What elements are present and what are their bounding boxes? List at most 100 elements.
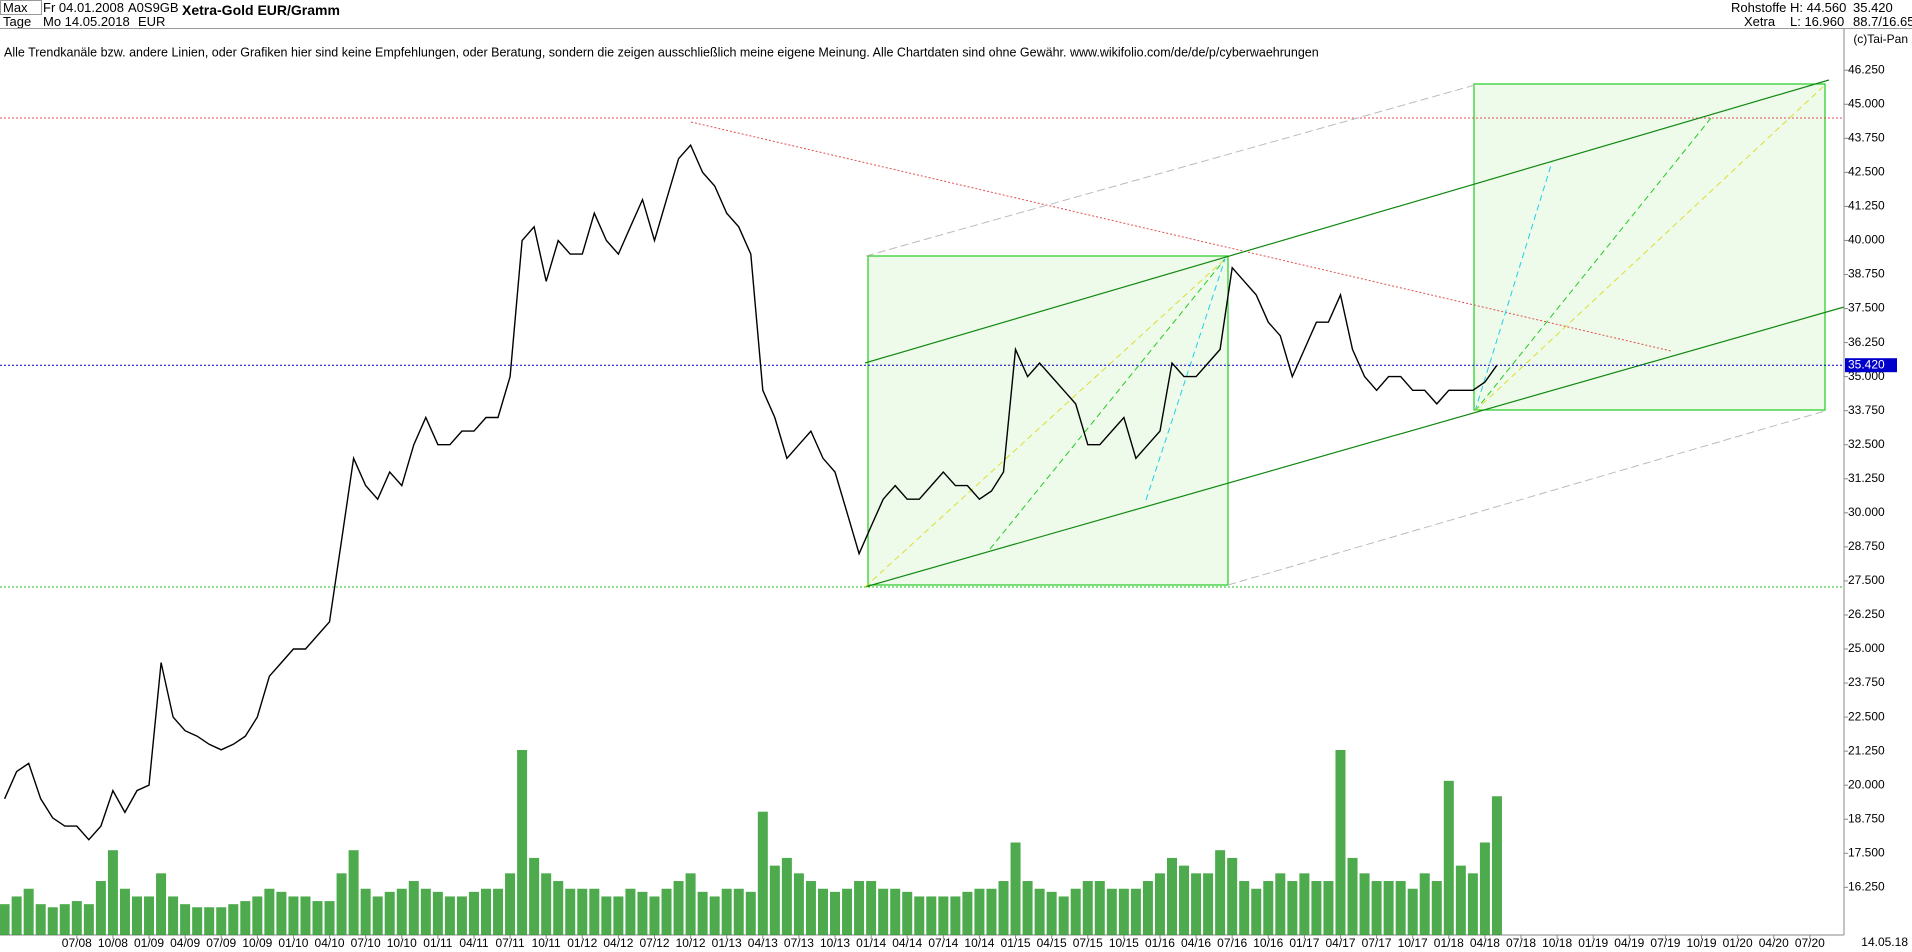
x-tick-label: 04/17 (1325, 936, 1355, 950)
volume-bar (71, 901, 82, 935)
volume-bar (1215, 850, 1226, 935)
last-price-box (1845, 358, 1897, 373)
volume-bar (336, 873, 347, 935)
y-tick-label: 25.000 (1848, 641, 1885, 655)
volume-bar (228, 904, 239, 935)
volume-bar (180, 904, 191, 935)
volume-bar (817, 888, 828, 935)
channel-line (864, 306, 1845, 588)
volume-bar (1154, 873, 1165, 935)
range[interactable]: Max (3, 0, 28, 15)
volume-bar (1094, 881, 1105, 935)
x-tick-label: 01/15 (1001, 936, 1031, 950)
volume-bar (745, 891, 756, 935)
volume-bar (1275, 873, 1286, 935)
volume-bar (1106, 888, 1117, 935)
volume-bar (553, 881, 564, 935)
volume-bar (902, 891, 913, 935)
volume-bar (1070, 888, 1081, 935)
y-tick-label: 26.250 (1848, 607, 1885, 621)
range-select[interactable] (0, 0, 42, 15)
ratio: 88.7/16.65 (1853, 14, 1912, 29)
x-tick-label: 07/20 (1795, 936, 1825, 950)
x-tick-label: 01/13 (712, 936, 742, 950)
volume-bar (781, 857, 792, 935)
volume-bar (324, 901, 335, 935)
volume-bar (481, 888, 491, 935)
y-tick-label: 46.250 (1848, 62, 1885, 76)
volume-bar (1227, 857, 1238, 935)
volume-bar (240, 901, 251, 935)
x-tick-label: 04/12 (603, 936, 633, 950)
x-tick-label: 07/09 (206, 936, 236, 950)
volume-bar (601, 896, 612, 935)
volume-bar (107, 850, 118, 935)
x-tick-label: 01/12 (567, 936, 597, 950)
volume-bar (1239, 881, 1250, 935)
volume-bar (396, 888, 407, 935)
volume-bar (1491, 796, 1502, 935)
price-line (3, 143, 1498, 841)
high: H: 44.560 (1790, 0, 1847, 15)
trend-line (1145, 258, 1226, 501)
volume-bar (613, 896, 624, 935)
volume-bar (1046, 891, 1057, 935)
y-tick-label: 18.750 (1848, 811, 1885, 825)
volume-bar (842, 888, 853, 935)
volume-bar (962, 891, 973, 935)
volume-bar (830, 891, 841, 935)
volume-bar (974, 888, 985, 935)
x-tick-label: 07/12 (639, 936, 669, 950)
x-tick-label: 10/11 (532, 936, 561, 950)
period[interactable]: Tage (3, 14, 32, 29)
volume-bar (1022, 881, 1033, 935)
volume-bar (420, 888, 431, 935)
volume-bar (697, 891, 708, 935)
x-tick-label: 10/08 (98, 936, 128, 950)
volume-bar (1479, 842, 1490, 935)
volume-bar (709, 896, 720, 935)
x-tick-label: 04/20 (1759, 936, 1789, 950)
y-tick-label: 33.750 (1848, 403, 1885, 417)
volume-bar (721, 888, 732, 935)
y-tick-label: 27.500 (1848, 573, 1885, 587)
y-tick-label: 32.500 (1848, 437, 1885, 451)
volume-bar (276, 891, 287, 935)
box (867, 255, 1229, 586)
x-tick-label: 01/17 (1289, 936, 1319, 950)
x-tick-label: 07/19 (1650, 936, 1680, 950)
volume-bar (854, 881, 865, 935)
y-tick-label: 35.000 (1848, 369, 1885, 383)
x-tick-label: 10/17 (1398, 936, 1428, 950)
volume-bar (685, 873, 696, 935)
trend-line (1474, 161, 1553, 412)
currency: EUR (138, 14, 166, 29)
trend-line (865, 84, 1476, 257)
volume-bar (47, 907, 58, 935)
volume-bar (1443, 780, 1454, 935)
volume-bar (998, 881, 1009, 935)
volume-bar (625, 888, 636, 935)
volume-bar (589, 888, 600, 935)
y-tick-label: 22.500 (1848, 709, 1885, 723)
volume-bar (312, 901, 323, 935)
y-tick-label: 36.250 (1848, 335, 1885, 349)
y-tick-label: 40.000 (1848, 233, 1885, 247)
volume-bar (541, 873, 552, 935)
volume-bar (384, 891, 395, 935)
volume-bar (468, 891, 479, 935)
volume-bar (35, 904, 46, 935)
volume-bar (866, 881, 877, 935)
price: 35.420 (1853, 0, 1893, 15)
channel-line (864, 79, 1830, 364)
x-tick-label: 07/13 (784, 936, 814, 950)
volume-bar (565, 888, 576, 935)
volume-bar (1359, 873, 1370, 935)
x-tick-label: 04/09 (170, 936, 200, 950)
x-tick-label: 04/16 (1181, 936, 1211, 950)
volume-bar (204, 907, 215, 935)
disclaimer: Alle Trendkanäle bzw. andere Linien, ode… (4, 45, 1319, 59)
x-tick-label: 04/11 (459, 936, 488, 950)
